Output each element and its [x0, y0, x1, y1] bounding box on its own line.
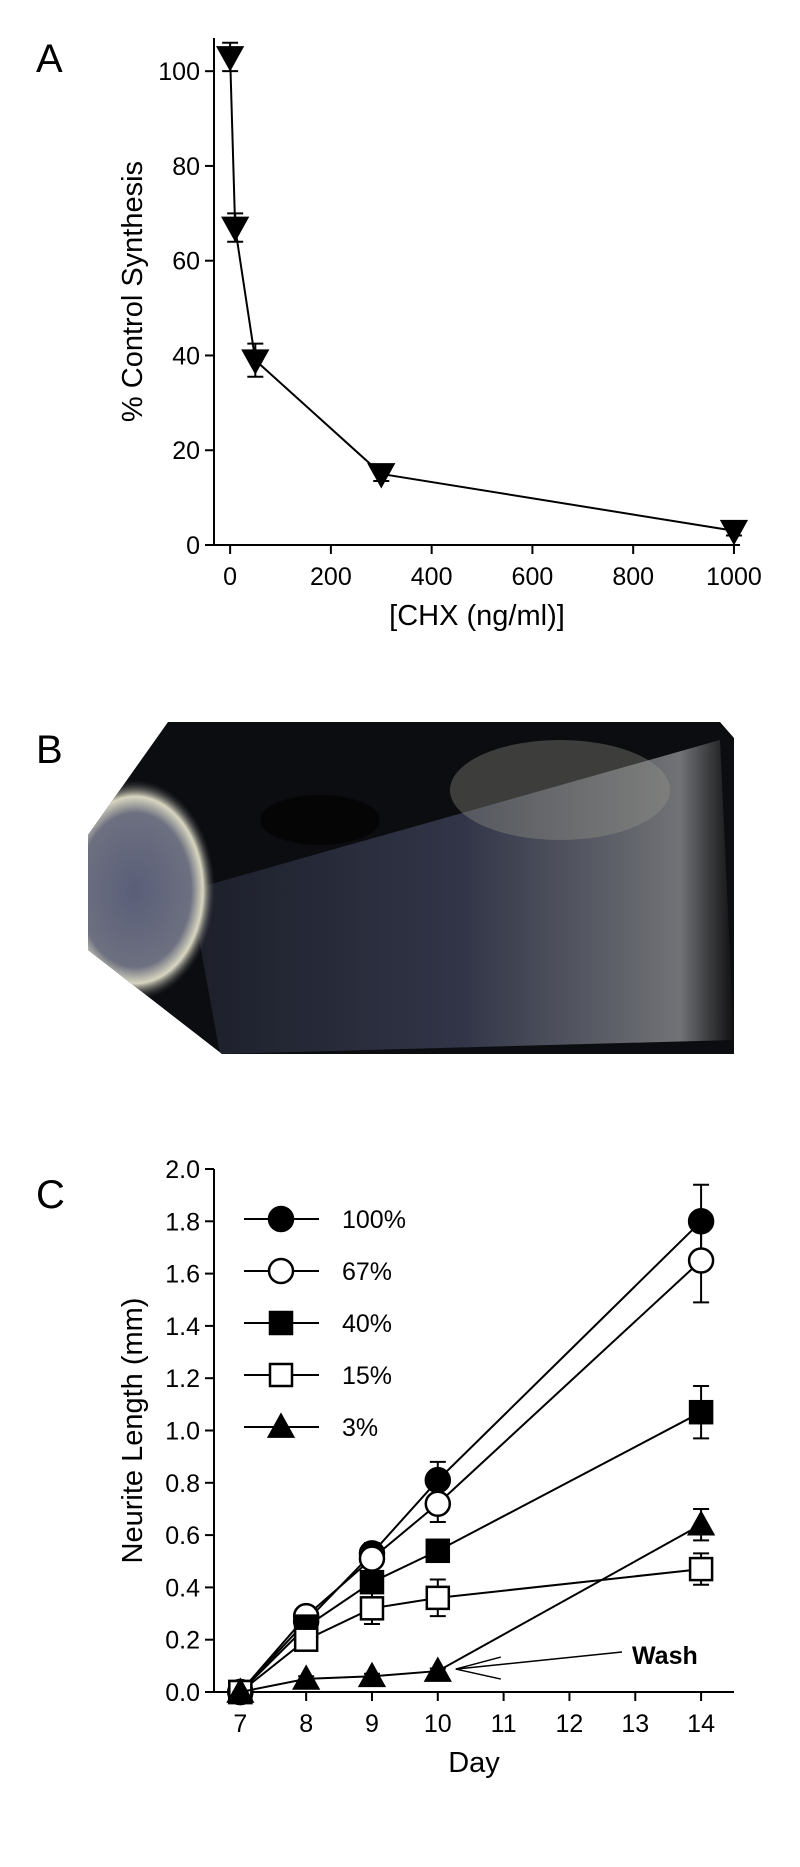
marker [424, 1490, 452, 1517]
y-axis-label: % Control Synthesis [117, 161, 149, 422]
marker [266, 1412, 296, 1438]
x-tick-label: 8 [299, 1710, 313, 1738]
marker [367, 463, 396, 489]
marker [241, 349, 270, 375]
x-tick-label: 1000 [706, 563, 762, 591]
x-tick-label: 11 [491, 1710, 517, 1738]
marker [359, 1569, 385, 1595]
marker [226, 1677, 255, 1703]
marker [425, 1538, 451, 1564]
marker [688, 1399, 714, 1425]
y-tick-label: 0.4 [165, 1574, 200, 1602]
y-tick-label: 2.0 [165, 1156, 200, 1184]
x-tick-label: 0 [223, 563, 237, 591]
marker [292, 1664, 321, 1690]
annotation: Wash [632, 1642, 698, 1670]
legend-label: 3% [342, 1414, 378, 1442]
marker [267, 1257, 295, 1285]
x-axis-label: Day [448, 1747, 500, 1779]
marker [688, 1556, 714, 1582]
y-tick-label: 20 [172, 437, 200, 465]
y-tick-label: 40 [172, 342, 200, 370]
x-tick-label: 600 [512, 563, 554, 591]
y-tick-label: 60 [172, 248, 200, 276]
panel-label: A [36, 37, 63, 81]
x-tick-label: 7 [233, 1710, 247, 1738]
y-tick-label: 0 [186, 532, 200, 560]
y-tick-label: 0.6 [165, 1522, 200, 1550]
x-tick-label: 14 [687, 1710, 715, 1738]
marker [359, 1596, 385, 1621]
marker [686, 1510, 716, 1536]
legend-label: 15% [342, 1362, 392, 1390]
marker [293, 1627, 319, 1652]
x-axis-label: [CHX (ng/ml)] [389, 600, 565, 632]
panel-label: C [36, 1173, 65, 1217]
marker [268, 1310, 294, 1336]
series-line [229, 56, 735, 532]
marker [425, 1585, 451, 1611]
x-tick-label: 800 [612, 563, 654, 591]
panel-label: B [36, 728, 63, 772]
arrow-head [455, 1656, 501, 1680]
y-tick-label: 0.8 [165, 1470, 200, 1498]
marker [719, 519, 749, 546]
x-tick-label: 400 [411, 563, 453, 591]
x-tick-label: 10 [424, 1710, 452, 1738]
marker [423, 1656, 452, 1682]
x-tick-label: 200 [310, 563, 352, 591]
x-tick-label: 9 [365, 1710, 379, 1738]
marker [268, 1362, 294, 1388]
y-axis-label: Neurite Length (mm) [117, 1298, 149, 1564]
marker [358, 1545, 386, 1572]
legend-label: 40% [342, 1310, 392, 1338]
y-tick-label: 0.0 [165, 1679, 200, 1707]
x-tick-label: 12 [556, 1710, 584, 1738]
marker [221, 216, 250, 243]
marker [267, 1205, 295, 1233]
y-tick-label: 0.2 [165, 1627, 200, 1655]
y-tick-label: 1.8 [165, 1208, 200, 1236]
marker [357, 1661, 387, 1688]
y-tick-label: 1.4 [165, 1313, 200, 1341]
micrograph [88, 722, 734, 1054]
y-tick-label: 1.2 [165, 1365, 200, 1393]
legend-label: 67% [342, 1258, 392, 1286]
marker [687, 1247, 715, 1274]
marker [215, 46, 245, 72]
y-tick-label: 100 [158, 58, 200, 86]
y-tick-label: 1.0 [165, 1418, 200, 1446]
legend-label: 100% [342, 1206, 406, 1234]
x-tick-label: 13 [621, 1710, 649, 1738]
y-tick-label: 1.6 [165, 1261, 200, 1289]
y-tick-label: 80 [172, 153, 200, 181]
annotation-arrow [455, 1651, 623, 1670]
